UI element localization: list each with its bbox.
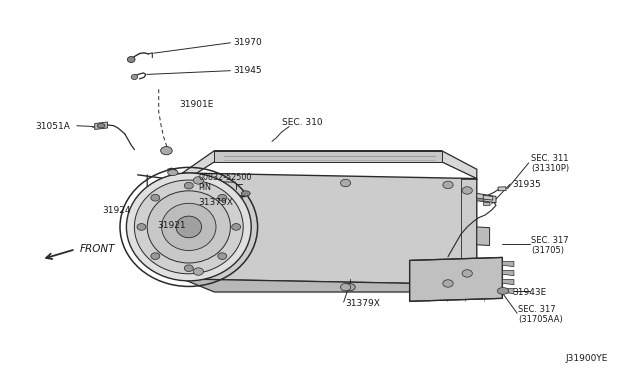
- Polygon shape: [182, 151, 477, 182]
- Circle shape: [241, 191, 250, 196]
- Text: SEC. 311
(31310P): SEC. 311 (31310P): [531, 154, 570, 173]
- Ellipse shape: [147, 191, 230, 263]
- Ellipse shape: [184, 182, 193, 189]
- Polygon shape: [477, 193, 496, 203]
- Text: 31051A: 31051A: [35, 122, 70, 131]
- Ellipse shape: [462, 187, 472, 194]
- Ellipse shape: [232, 224, 241, 230]
- Ellipse shape: [131, 74, 138, 80]
- Polygon shape: [502, 279, 514, 285]
- Text: 31379X: 31379X: [198, 198, 233, 207]
- Ellipse shape: [134, 180, 243, 274]
- Circle shape: [342, 283, 355, 291]
- Ellipse shape: [218, 195, 227, 201]
- Ellipse shape: [151, 195, 160, 201]
- Polygon shape: [502, 289, 514, 294]
- Ellipse shape: [462, 270, 472, 277]
- Text: 31924: 31924: [102, 206, 131, 215]
- Polygon shape: [410, 257, 502, 301]
- Ellipse shape: [127, 57, 135, 62]
- Text: 31935: 31935: [512, 180, 541, 189]
- Text: 31921: 31921: [157, 221, 186, 230]
- Polygon shape: [477, 198, 484, 202]
- Polygon shape: [502, 262, 514, 267]
- Text: SEC. 317
(31705AA): SEC. 317 (31705AA): [518, 305, 563, 324]
- Ellipse shape: [340, 179, 351, 187]
- Ellipse shape: [193, 268, 204, 275]
- Ellipse shape: [137, 224, 146, 230]
- Text: 31943E: 31943E: [512, 288, 547, 296]
- Text: J31900YE: J31900YE: [566, 355, 608, 363]
- Ellipse shape: [218, 253, 227, 259]
- Ellipse shape: [176, 216, 202, 238]
- Text: 31970: 31970: [234, 38, 262, 47]
- Polygon shape: [95, 122, 108, 129]
- Ellipse shape: [443, 181, 453, 189]
- Circle shape: [97, 124, 105, 128]
- Ellipse shape: [184, 265, 193, 272]
- Ellipse shape: [126, 173, 251, 281]
- Text: SEC. 310: SEC. 310: [282, 118, 322, 127]
- Ellipse shape: [161, 203, 216, 251]
- Text: 31901E: 31901E: [179, 100, 214, 109]
- Ellipse shape: [193, 177, 204, 184]
- Ellipse shape: [443, 280, 453, 287]
- Circle shape: [168, 170, 178, 176]
- Polygon shape: [214, 151, 442, 162]
- Polygon shape: [477, 227, 490, 246]
- Polygon shape: [498, 187, 506, 191]
- Text: 31379X: 31379X: [346, 299, 380, 308]
- Ellipse shape: [340, 283, 351, 291]
- Polygon shape: [483, 195, 493, 200]
- Text: SEC. 317
(31705): SEC. 317 (31705): [531, 236, 569, 255]
- Ellipse shape: [151, 253, 160, 259]
- Circle shape: [497, 288, 509, 294]
- Polygon shape: [483, 202, 490, 206]
- Text: 00832-52500
PIN: 00832-52500 PIN: [198, 173, 252, 192]
- Polygon shape: [182, 279, 477, 292]
- Text: 31945: 31945: [234, 66, 262, 75]
- Text: FRONT: FRONT: [80, 244, 115, 254]
- Polygon shape: [502, 270, 514, 276]
- Ellipse shape: [161, 147, 172, 155]
- Polygon shape: [182, 173, 477, 285]
